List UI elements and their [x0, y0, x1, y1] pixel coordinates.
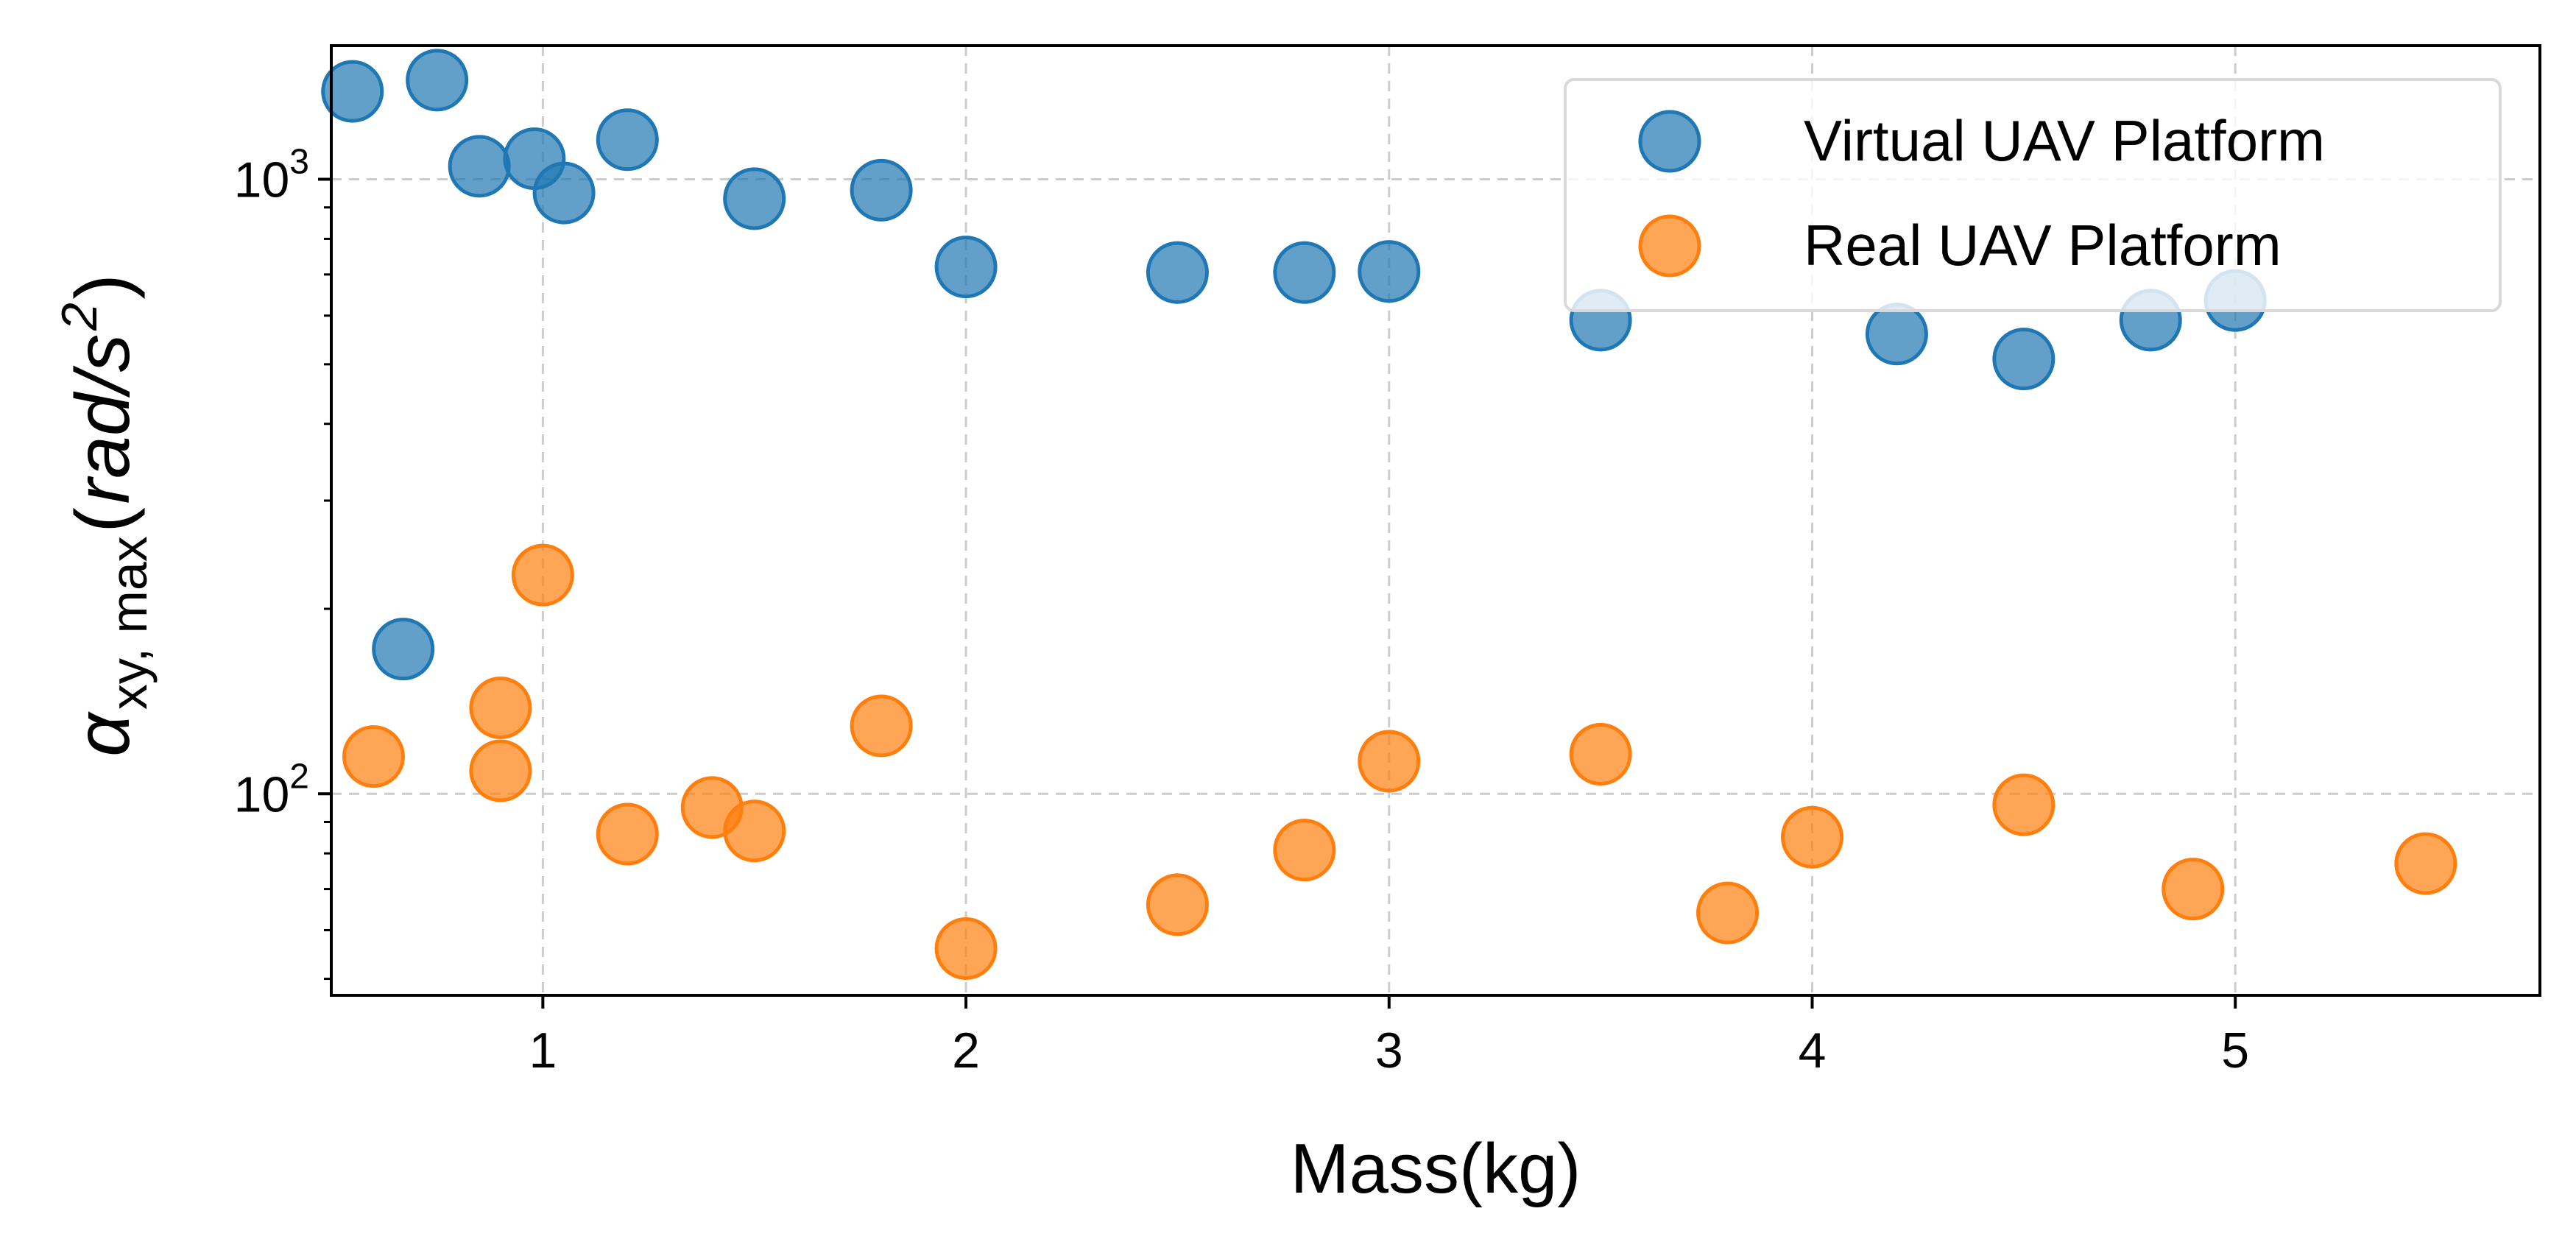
legend-marker-virtual — [1638, 110, 1701, 173]
x-tick-label: 4 — [1799, 1023, 1827, 1079]
data-point — [469, 739, 532, 802]
data-point — [1358, 240, 1421, 303]
data-point — [1780, 805, 1843, 869]
plot-frame — [330, 44, 2541, 997]
data-point — [1992, 773, 2055, 836]
legend-label-real: Real UAV Platform — [1804, 213, 2282, 278]
data-point — [934, 236, 998, 299]
legend-box — [1564, 78, 2502, 312]
data-point — [1146, 241, 1209, 304]
y-axis-title-unit-power: 2 — [52, 303, 107, 331]
y-axis-title-unit-open: ( — [60, 507, 146, 533]
data-point — [469, 677, 532, 740]
data-point — [321, 60, 384, 123]
y-axis-title: α xy, max ( rad/s 2 ) — [52, 274, 158, 757]
data-point — [723, 167, 786, 230]
x-tick-label: 1 — [529, 1023, 557, 1079]
data-point — [511, 543, 574, 607]
data-point — [448, 135, 511, 198]
data-point — [342, 725, 405, 788]
data-point — [2394, 832, 2457, 895]
data-point — [1569, 722, 1632, 786]
data-point — [1992, 328, 2055, 391]
legend: Virtual UAV Platform Real UAV Platform — [1564, 78, 2502, 312]
data-point — [850, 158, 913, 222]
data-point — [406, 49, 469, 112]
y-tick-label: 103 — [234, 143, 309, 208]
data-point — [723, 800, 786, 863]
y-axis-title-subscript: xy, max — [100, 536, 158, 710]
data-point — [1696, 881, 1760, 945]
data-point — [532, 161, 596, 225]
y-axis-title-unit: rad/s — [60, 333, 146, 504]
y-axis-title-symbol: α — [60, 711, 146, 757]
data-point — [596, 802, 659, 866]
data-point — [2162, 858, 2225, 921]
series-1 — [342, 543, 2457, 980]
x-tick-label: 3 — [1375, 1023, 1403, 1079]
y-tick-label: 102 — [234, 757, 309, 822]
data-points — [321, 49, 2457, 980]
y-axis-title-unit-close: ) — [60, 274, 146, 300]
x-tick-label: 5 — [2221, 1023, 2249, 1079]
data-point — [934, 917, 998, 980]
series-0 — [321, 49, 2267, 681]
data-point — [596, 108, 659, 172]
data-point — [1865, 303, 1928, 366]
x-tick-label: 2 — [952, 1023, 980, 1079]
data-point — [1146, 873, 1209, 936]
data-point — [1273, 241, 1336, 304]
data-point — [850, 694, 913, 758]
data-point — [1273, 819, 1336, 882]
x-axis-title: Mass(kg) — [1291, 1129, 1581, 1208]
axis-ticks: 1 2 3 4 5 102 103 — [234, 143, 2249, 1079]
data-point — [372, 618, 435, 681]
legend-label-virtual: Virtual UAV Platform — [1804, 108, 2325, 173]
data-point — [1358, 730, 1421, 793]
legend-marker-real — [1638, 214, 1701, 278]
